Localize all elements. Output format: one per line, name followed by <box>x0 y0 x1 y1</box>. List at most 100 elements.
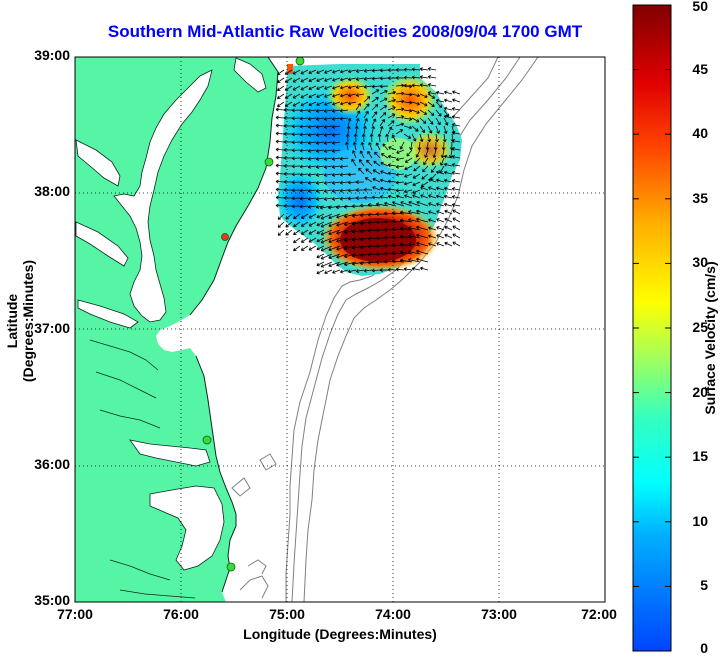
velocity-vector <box>291 124 301 129</box>
velocity-vector <box>291 140 301 145</box>
velocity-vector <box>387 90 396 95</box>
velocity-vector <box>379 125 384 135</box>
velocity-vector <box>355 93 365 97</box>
velocity-vector <box>375 142 381 151</box>
velocity-vector <box>408 234 421 239</box>
velocity-vector <box>358 159 365 167</box>
velocity-vector <box>339 269 349 274</box>
velocity-vector <box>291 156 301 161</box>
velocity-vector <box>427 101 435 108</box>
velocity-vector <box>440 149 445 159</box>
velocity-vector <box>316 253 325 259</box>
velocity-vector <box>320 213 333 220</box>
velocity-vector <box>347 269 357 274</box>
velocity-vector <box>331 109 341 113</box>
velocity-vector <box>316 269 325 275</box>
velocity-vector <box>320 229 333 236</box>
velocity-vector <box>347 93 357 98</box>
velocity-vector <box>372 186 381 191</box>
velocity-vector <box>345 133 350 143</box>
radar-site <box>202 435 212 445</box>
velocity-vector <box>359 150 365 159</box>
velocity-vector <box>403 75 413 80</box>
velocity-vector <box>404 181 413 186</box>
velocity-vector <box>451 123 461 127</box>
velocity-vector <box>387 106 396 111</box>
velocity-vector <box>408 250 421 255</box>
velocity-vector <box>339 164 349 169</box>
velocity-vector <box>435 101 443 108</box>
velocity-vector <box>316 85 325 90</box>
x-tick-label: 72:00 <box>581 606 617 622</box>
velocity-vector <box>323 189 333 193</box>
velocity-vector <box>395 267 405 272</box>
velocity-vector <box>363 187 373 192</box>
velocity-vector <box>452 98 461 103</box>
velocity-vector <box>315 125 325 129</box>
velocity-vector <box>444 217 453 223</box>
velocity-vector <box>285 213 293 220</box>
outer-banks <box>195 355 237 593</box>
velocity-vector <box>412 189 421 194</box>
velocity-vector <box>395 83 405 88</box>
velocity-vector <box>442 133 447 143</box>
velocity-vector <box>331 181 341 185</box>
radar-site <box>226 562 236 572</box>
velocity-vector <box>292 101 301 107</box>
velocity-vector <box>420 186 429 191</box>
velocity-vector <box>324 69 333 74</box>
velocity-vector <box>359 229 373 234</box>
velocity-vector <box>379 186 389 191</box>
velocity-vector <box>375 244 389 249</box>
velocity-vector <box>395 194 405 199</box>
velocity-vector <box>347 180 357 185</box>
velocity-vector <box>435 194 445 199</box>
velocity-vector <box>323 181 333 185</box>
velocity-vector <box>451 195 461 199</box>
velocity-vector <box>452 241 461 247</box>
velocity-vector <box>420 194 429 199</box>
velocity-vector <box>375 202 389 207</box>
velocity-vector <box>428 178 437 183</box>
velocity-vector <box>275 203 285 208</box>
velocity-vector <box>375 228 389 233</box>
velocity-vector <box>308 229 317 235</box>
velocity-vector <box>332 101 341 106</box>
velocity-vector <box>387 76 397 81</box>
velocity-vector <box>387 113 396 119</box>
velocity-vector <box>387 171 397 176</box>
velocity-vector <box>315 133 325 137</box>
velocity-vector <box>331 189 341 193</box>
velocity-vector <box>307 196 317 201</box>
velocity-vector <box>427 117 434 125</box>
velocity-vector <box>323 109 333 113</box>
velocity-vector <box>347 196 357 201</box>
velocity-vector <box>363 96 371 103</box>
velocity-vector <box>375 252 389 257</box>
velocity-vector <box>387 267 397 272</box>
radar-sites <box>202 57 305 572</box>
velocity-vector <box>355 196 365 201</box>
velocity-vector <box>345 141 349 151</box>
velocity-vector <box>406 149 413 157</box>
velocity-vector <box>307 116 317 121</box>
velocity-vector <box>404 194 413 199</box>
velocity-vector <box>320 221 333 228</box>
velocity-vector <box>324 101 333 106</box>
velocity-vector <box>352 150 357 159</box>
velocity-vector <box>299 164 309 169</box>
velocity-vector <box>371 68 381 73</box>
velocity-vector <box>395 107 405 112</box>
x-tick-label: 75:00 <box>269 606 305 622</box>
velocity-vectors <box>275 67 461 275</box>
velocity-vector <box>283 172 293 176</box>
velocity-vector <box>331 197 341 201</box>
velocity-vector <box>328 253 341 260</box>
velocity-vector <box>355 180 365 185</box>
velocity-vector <box>395 129 404 135</box>
velocity-vector <box>452 233 461 239</box>
velocity-vector <box>275 139 285 144</box>
velocity-vector <box>436 242 445 247</box>
velocity-vector <box>307 164 317 169</box>
velocity-vector <box>435 178 445 183</box>
